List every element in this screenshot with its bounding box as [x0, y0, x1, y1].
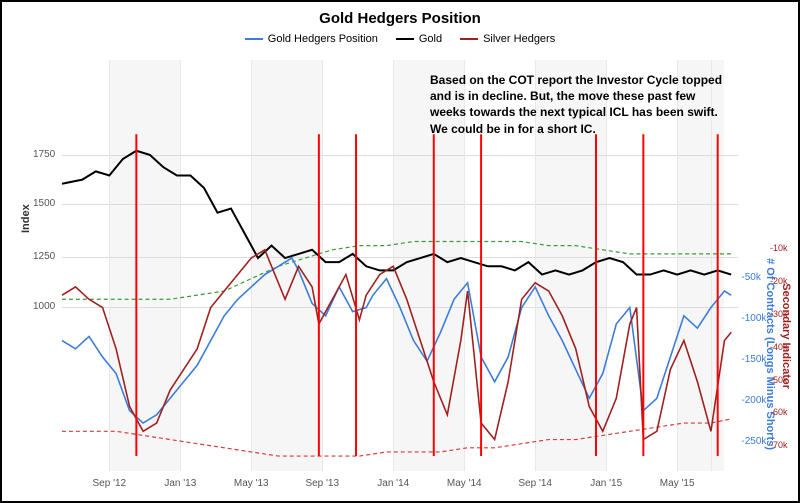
- x-tick-label: Sep '13: [305, 478, 339, 489]
- y-right1-tick: -150k: [741, 354, 766, 365]
- annotation-text: Based on the COT report the Investor Cyc…: [430, 72, 730, 137]
- legend-label: Gold Hedgers Position: [268, 33, 378, 45]
- chart-title: Gold Hedgers Position: [2, 2, 798, 27]
- plot-area: Based on the COT report the Investor Cyc…: [62, 60, 738, 471]
- y-left-tick: 1250: [33, 251, 55, 262]
- y-right2-title: Secondary Indicator: [780, 283, 792, 389]
- y-right1-tick: -200k: [741, 395, 766, 406]
- y-left-tick: 1750: [33, 149, 55, 160]
- x-tick-label: May '13: [234, 478, 269, 489]
- y-right2-tick: -70k: [770, 440, 788, 450]
- y-left-tick: 1000: [33, 301, 55, 312]
- x-tick-label: May '14: [447, 478, 482, 489]
- legend-item: Gold Hedgers Position: [245, 33, 378, 45]
- y-right1-tick: -50k: [741, 272, 760, 283]
- y-left-tick: 1500: [33, 198, 55, 209]
- chart-container: Gold Hedgers Position Gold Hedgers Posit…: [0, 0, 800, 503]
- y-left-title: Index: [20, 204, 32, 233]
- series-line: [62, 419, 731, 456]
- y-right1-title: # Of Contracts (Longs Minus Shorts): [764, 259, 776, 451]
- legend: Gold Hedgers Position Gold Silver Hedgers: [2, 27, 798, 51]
- series-line: [62, 258, 731, 423]
- legend-item: Silver Hedgers: [460, 33, 555, 45]
- legend-label: Gold: [419, 33, 442, 45]
- series-line: [62, 151, 731, 275]
- x-tick-label: Sep '14: [518, 478, 552, 489]
- y-right2-tick: -60k: [770, 407, 788, 417]
- legend-swatch: [245, 38, 263, 40]
- legend-label: Silver Hedgers: [483, 33, 555, 45]
- y-right2-tick: -10k: [770, 243, 788, 253]
- series-line: [62, 250, 731, 440]
- legend-swatch: [396, 38, 414, 40]
- x-tick-label: Jan '15: [590, 478, 622, 489]
- legend-item: Gold: [396, 33, 442, 45]
- x-tick-label: Sep '12: [93, 478, 127, 489]
- x-tick-label: May '15: [660, 478, 695, 489]
- legend-swatch: [460, 38, 478, 40]
- y-right1-tick: -250k: [741, 436, 766, 447]
- x-tick-label: Jan '14: [377, 478, 409, 489]
- y-right1-tick: -100k: [741, 313, 766, 324]
- x-tick-label: Jan '13: [164, 478, 196, 489]
